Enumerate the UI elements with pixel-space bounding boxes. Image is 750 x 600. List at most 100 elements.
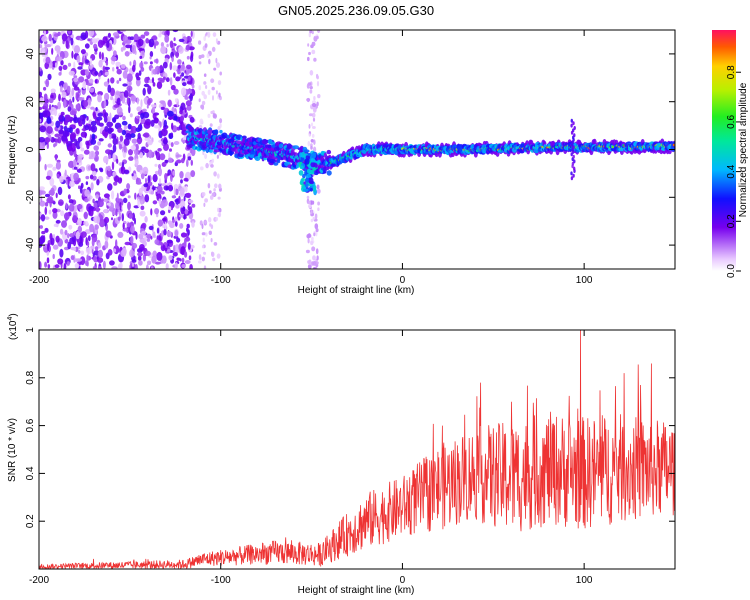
spectrogram-blob [124, 241, 131, 246]
spectrogram-blob [184, 96, 189, 100]
spectrogram-blob [166, 239, 173, 244]
spectrogram-blob [154, 239, 159, 245]
spectrogram-blob [116, 80, 120, 84]
spectrogram-blob [204, 220, 208, 224]
spectrogram-blob [141, 146, 146, 150]
spectrogram-blob [178, 38, 185, 43]
spectrogram-blob [117, 177, 123, 184]
spectrogram-blob [115, 208, 118, 217]
spectrogram-blob [123, 169, 130, 174]
spectrogram-blob [326, 149, 332, 155]
spectrogram-blob [175, 154, 182, 158]
spectrogram-blob [50, 237, 55, 246]
spectrogram-blob [307, 238, 310, 244]
spectrogram-blob [152, 231, 156, 238]
spectrogram-blob [208, 190, 212, 194]
spectrogram-blob [158, 167, 162, 177]
spectrogram-blob [214, 129, 219, 135]
spectrogram-blob [95, 206, 100, 213]
spectrogram-blob [207, 183, 211, 189]
spectrogram-blob [118, 143, 123, 150]
spectrogram-blob [39, 136, 46, 143]
spectrogram-blob [118, 112, 124, 116]
spectrogram-blob [203, 36, 206, 41]
spectrogram-blob [304, 149, 310, 153]
spectrogram-blob [68, 199, 74, 204]
spectrogram-blob [52, 244, 59, 250]
spectrogram-blob [311, 41, 316, 47]
spectrogram-blob [74, 138, 78, 146]
spectrogram-blob [94, 51, 98, 55]
spectrogram-blob [173, 141, 180, 145]
spectrogram-blob [77, 136, 83, 142]
spectrogram-blob [57, 101, 61, 110]
spectrogram-blob [150, 119, 155, 127]
spectrogram-blob [139, 169, 143, 175]
spectrogram-blob [90, 163, 96, 172]
spectrogram-blob [185, 192, 192, 199]
spectrogram-blob [150, 266, 154, 269]
spectrogram-blob [94, 150, 100, 156]
spectrogram-blob [75, 104, 79, 111]
spectrogram-blob [60, 60, 64, 66]
colorbar-gradient [712, 30, 736, 271]
spectrogram-blob [187, 204, 190, 211]
spectrogram-blob [179, 258, 182, 262]
snr-x-label: Height of straight line (km) [298, 585, 415, 596]
spectrogram-blob [208, 58, 211, 65]
spectrogram-blob [142, 166, 149, 175]
spectrogram-blob [79, 141, 83, 148]
spectrogram-blob [45, 78, 50, 88]
spectrogram-blob [139, 55, 143, 60]
spectrogram-blob [67, 176, 70, 186]
spectrogram-blob [139, 61, 144, 69]
spectrogram-blob [39, 200, 46, 207]
spectrogram-blob [215, 38, 218, 44]
spectrogram-blob [144, 76, 150, 84]
spectrogram-blob [215, 90, 218, 95]
spectrogram-blob [167, 110, 174, 117]
spectrogram-blob [39, 186, 45, 191]
spectrogram-blob [73, 77, 79, 83]
spectrogram-blob [573, 166, 576, 171]
spectrogram-blob [203, 251, 207, 255]
spectrogram-blob [54, 45, 61, 52]
spectrogram-blob [103, 208, 108, 213]
spectrogram-blob [151, 77, 155, 84]
spectrogram-blob [190, 54, 194, 62]
spectrogram-blob [672, 143, 675, 147]
spectrogram-blob [312, 100, 316, 104]
spectrogram-blob [182, 206, 186, 212]
spectrogram-blob [573, 133, 576, 138]
spectrogram-blob [77, 66, 83, 70]
spectrogram-blob [312, 152, 317, 159]
spectrogram-blob [154, 261, 161, 265]
spectrogram-blob [41, 230, 46, 235]
spectrogram-blob [103, 198, 109, 202]
spectrogram-blob [205, 85, 208, 89]
spectrogram-blob [163, 119, 167, 128]
spectrogram-blob [159, 153, 166, 161]
spectrogram-blob [163, 143, 169, 151]
spectrogram-blob [39, 44, 43, 49]
spectrogram-blob [78, 120, 83, 127]
spectrogram-blob [273, 162, 279, 166]
spectrogram-blob [173, 244, 176, 253]
spectrogram-blob [115, 61, 121, 67]
spectrogram-blob [95, 194, 99, 199]
spectrogram-blob [67, 62, 72, 67]
spectrogram-blob [308, 124, 311, 129]
spectrogram-blob [134, 264, 138, 269]
spectrogram-blob [164, 173, 168, 181]
spectrogram-blob [58, 129, 64, 135]
spectrogram-blob [121, 120, 128, 126]
spectrogram-blob [129, 113, 133, 118]
spectrogram-blob [212, 257, 216, 262]
spectrogram-blob [317, 207, 320, 211]
spectrogram-blob [178, 214, 185, 218]
spectrogram-blob [46, 117, 52, 124]
spectrogram-blob [67, 30, 71, 35]
spectrogram-blob [219, 118, 223, 124]
spectrogram-blob [130, 235, 134, 245]
spectrogram-blob [164, 221, 167, 230]
